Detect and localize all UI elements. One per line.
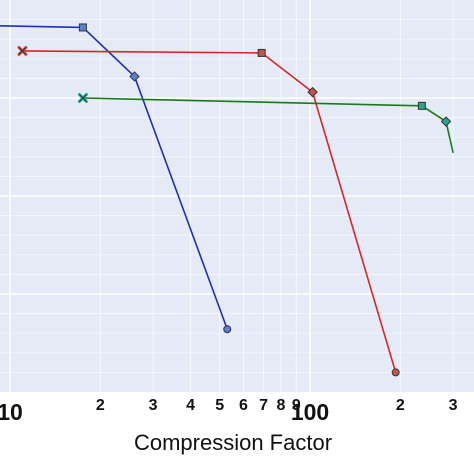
series-layer [0, 23, 454, 377]
data-point [417, 101, 426, 110]
x-tick-label: 100 [291, 399, 329, 425]
x-tick-label: 2 [96, 397, 105, 414]
x-tick-label: 2 [396, 397, 405, 414]
x-tick-label: 3 [449, 397, 458, 414]
x-tick-label: 5 [215, 397, 224, 414]
data-point [129, 71, 140, 82]
series-3 [77, 93, 454, 154]
data-point [257, 48, 266, 57]
series-2 [17, 45, 400, 377]
series-line [22, 50, 397, 373]
data-point [223, 325, 232, 334]
x-tick-label: 4 [186, 397, 195, 414]
data-point [440, 116, 452, 127]
grid-major [0, 0, 474, 392]
data-point-outline [79, 94, 87, 102]
x-tick-label: 3 [149, 397, 158, 414]
data-point [391, 368, 400, 377]
x-axis-title: Compression Factor [134, 430, 332, 455]
data-point [307, 86, 318, 98]
x-tick-label: 8 [276, 397, 285, 414]
x-tick-label: 10 [0, 399, 23, 425]
x-tick-label: 6 [239, 397, 248, 414]
x-tick-label: 7 [259, 397, 268, 414]
series-line [82, 97, 454, 154]
data-point-outline [18, 47, 27, 55]
x-tick-label: 9 [292, 397, 301, 414]
data-point [78, 23, 87, 32]
